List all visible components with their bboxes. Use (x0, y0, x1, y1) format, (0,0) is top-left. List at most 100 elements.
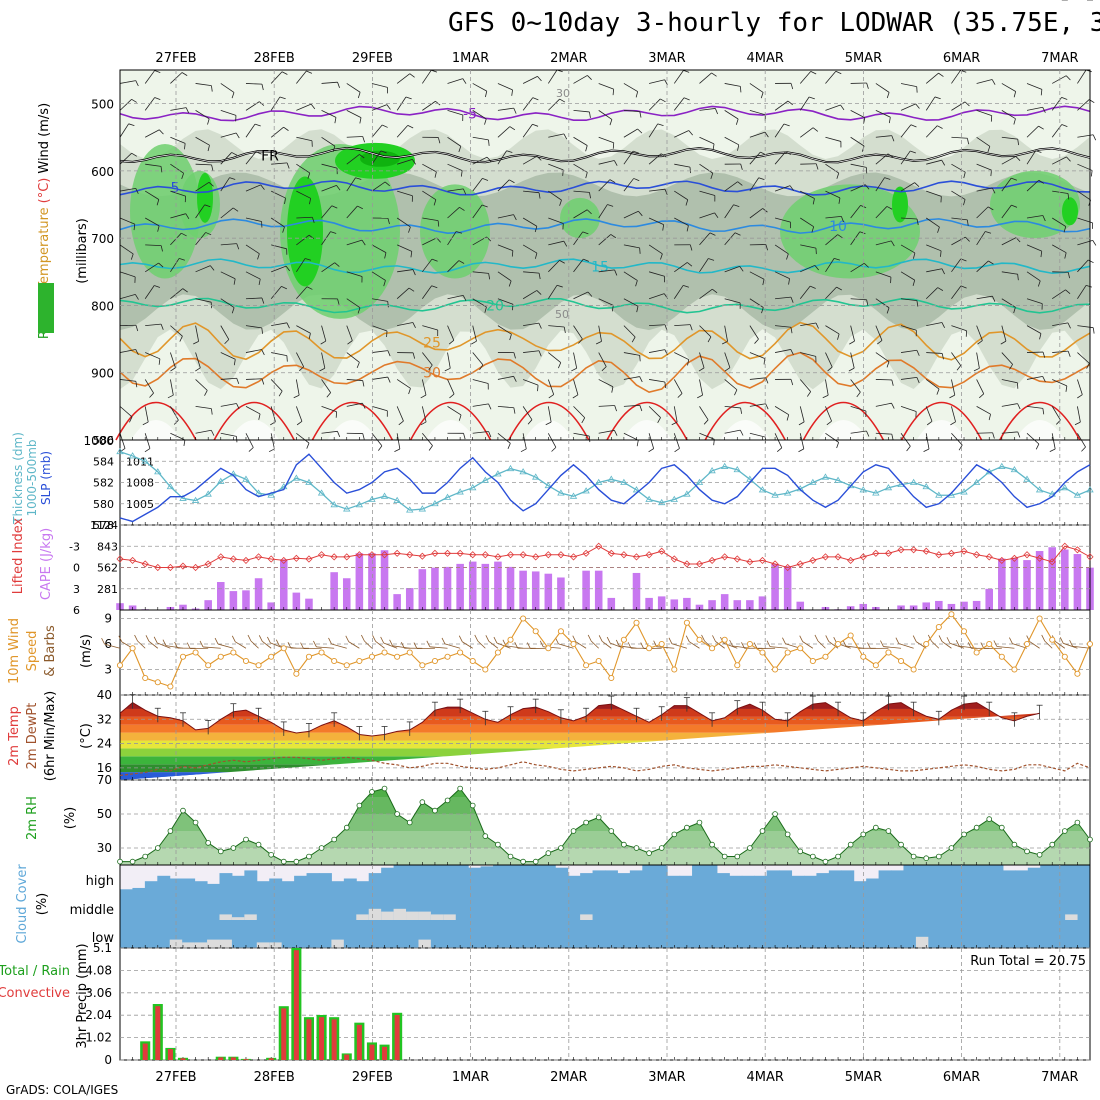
surface-wind-barb-flag (685, 635, 690, 642)
wind-barb-flag (965, 236, 970, 242)
wind-barb-flag (357, 205, 363, 210)
wind-barb-flag (941, 159, 946, 166)
thickness-marker (1010, 465, 1019, 473)
surface-wind-barb (769, 646, 788, 649)
li-tick-label: 6 (73, 604, 80, 617)
svg-text:Cloud Cover: Cloud Cover (15, 864, 30, 944)
wind-barb (472, 110, 487, 120)
cloud-fill (642, 892, 656, 920)
rh-marker (1087, 836, 1093, 843)
bottom-date-label: 6MAR (943, 1070, 980, 1085)
cloud-high-bar (729, 875, 743, 892)
wind-speed-marker (935, 623, 942, 631)
rh-marker (658, 845, 665, 851)
lifted-index-marker (620, 551, 628, 559)
wind-barb-flag (937, 125, 943, 129)
wind-barb-flag (551, 447, 557, 452)
wind-barb-flag (181, 173, 184, 180)
lifted-index-marker (670, 555, 678, 563)
rh-marker (381, 785, 388, 792)
wind-barb-flag (785, 151, 792, 155)
precip-convective-bar (394, 1014, 400, 1060)
rh-marker (1036, 851, 1043, 858)
wind-barb-flag (809, 285, 816, 289)
wind-barb-flag (763, 358, 766, 365)
cloud-clear-bar (406, 911, 419, 920)
cloud-fill (617, 920, 631, 948)
thickness-marker (708, 467, 716, 474)
cloud-fill (766, 920, 780, 948)
surface-wind-barb-flag (162, 639, 167, 646)
thickness-marker (355, 501, 364, 508)
lifted-index-marker (532, 553, 540, 561)
surface-wind-barb-flag (555, 637, 559, 645)
wind-barb (422, 433, 433, 446)
chart-title: GFS 0~10day 3-hourly for LODWAR (35.75E,… (448, 8, 1100, 38)
wind-barb (976, 432, 993, 434)
thickness-marker (972, 478, 981, 485)
cloud-high-bar (940, 865, 954, 892)
thickness-marker (1023, 475, 1031, 482)
wind-barb-flag (563, 326, 566, 333)
wind-barb (976, 79, 993, 84)
wind-barb (598, 405, 615, 407)
cape-bar (582, 570, 590, 610)
wind-barb-flag (488, 273, 491, 280)
wind-barb-flag (1066, 156, 1071, 162)
precip-convective-bar (142, 1043, 148, 1060)
lifted-index-marker (154, 563, 162, 572)
wind-barb (346, 239, 363, 246)
rh-marker (255, 841, 262, 848)
wind-barb-flag (740, 407, 743, 414)
cape-bar (229, 591, 238, 610)
wind-barb (850, 379, 861, 393)
ylabel-part: Cloud Cover (15, 864, 30, 944)
cloud-fill (120, 892, 133, 920)
wind-barb-flag (1037, 280, 1041, 287)
wind-barb-flag (1086, 363, 1090, 369)
wind-barb-flag (808, 96, 815, 100)
ylabel-part: 2m RH (25, 796, 40, 840)
wind-barb-flag (582, 231, 589, 235)
cloud-fill (953, 920, 967, 948)
wind-barb-flag (233, 278, 236, 285)
wind-barb (976, 136, 991, 147)
wind-barb (875, 135, 892, 138)
wind-barb (447, 325, 455, 341)
wind-barb-flag (1065, 75, 1071, 81)
cape-bar (935, 600, 943, 610)
top-date-label: 27FEB (155, 51, 196, 66)
wind-speed-marker (620, 636, 627, 643)
wind-barb-flag (888, 117, 891, 124)
rh-marker (885, 828, 892, 834)
lifted-index-marker (204, 560, 212, 568)
surface-wind-barb (575, 641, 587, 649)
wind-ylabel-barbs: & Barbs (43, 625, 58, 677)
surface-wind-barb (316, 646, 335, 649)
wind-barb-flag (193, 340, 199, 345)
wind-barb (951, 352, 962, 366)
wind-barb-flag (1011, 177, 1017, 181)
wind-barb (825, 234, 838, 246)
wind-barb (170, 258, 180, 273)
surface-wind-barb-flag (153, 636, 158, 644)
hot-surface-core (229, 420, 280, 440)
wind-barb-flag (595, 341, 602, 345)
svg-text:Thickness (dm): Thickness (dm) (11, 432, 25, 525)
surface-wind-barb-flag (1009, 637, 1013, 644)
wind-speed-marker (583, 662, 590, 669)
wind-barb-flag (698, 367, 705, 372)
wind-barb (749, 298, 764, 308)
wind-barb (523, 190, 540, 194)
cloud-high-bar (455, 865, 469, 892)
wind-barb (623, 271, 638, 281)
wind-barb-flag (635, 280, 638, 287)
cloud-fill (704, 892, 718, 920)
wind-barb-flag (840, 104, 845, 111)
surface-wind-barb-flag (389, 639, 393, 646)
rh-marker (343, 824, 350, 831)
wind-barb-flag (926, 420, 933, 426)
lifted-index-marker (456, 549, 464, 557)
cloud-high-bar (443, 865, 457, 892)
wind-barb (1001, 325, 1007, 342)
